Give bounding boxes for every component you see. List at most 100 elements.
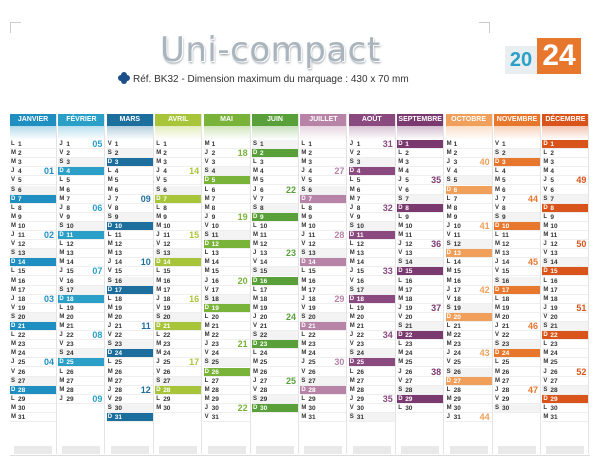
day-number: 16 [18,277,26,285]
weekday-letter: S [543,259,548,266]
day-number: 11 [502,232,509,239]
day-number: 27 [502,377,510,385]
weekday-letter: V [107,332,112,339]
weekday-letter: J [446,222,450,229]
day-row: M 31 [542,413,589,422]
day-row: M 14 [203,258,250,268]
day-number: 28 [211,386,219,394]
weekday-letter: D [495,222,500,229]
day-row: M 17 [155,286,202,295]
week-number: 38 [431,366,442,377]
weekday-letter: V [204,286,209,293]
day-row: S 20 [10,312,56,322]
weekday-letter: M [156,159,162,166]
weekday-letter: M [204,332,210,339]
day-row: D 12 [203,240,250,250]
day-row: L 11 [106,231,153,240]
day-number: 6 [308,186,313,194]
weekday-letter: M [446,277,452,284]
weekday-letter: L [543,150,548,157]
day-number: 23 [66,341,74,349]
weekday-letter: D [204,177,209,184]
day-number: 15 [405,268,413,276]
day-number: 29 [356,395,365,403]
weekday-letter: M [495,186,500,193]
weekday-letter: L [59,304,64,311]
month-column: SEPTEMBRE D 1 L 2 M 3 M 4 J 5 35 V 6 S 7 D 8 L 9 M 10 M 11 J 12 36… [397,114,445,454]
day-number: 2 [453,150,458,158]
weekday-letter: S [156,377,161,384]
day-number: 14 [356,259,365,267]
day-number: 27 [18,377,26,385]
weekday-letter: S [495,150,500,157]
day-number: 19 [163,304,171,312]
day-row: M 18 [252,295,298,304]
day-number: 31 [211,414,219,421]
day-number: 15 [66,268,74,276]
day-row: D 15 [542,267,589,277]
day-number: 22 [66,332,74,340]
weekday-letter: L [349,368,354,375]
month-column: NOVEMBRE V 1 S 2 D 3 L 4 M 5 M 6 J 7 44 V 8 S 9 D 10 L 11 M 12 M 13… [494,114,541,454]
month-header-fade [300,126,347,140]
day-number: 14 [405,259,413,267]
day-number: 16 [260,277,268,285]
day-number: 12 [453,241,461,249]
weekday-letter: V [495,268,500,275]
week-number: 14 [189,166,200,177]
weekday-letter: M [543,295,549,302]
day-number: 28 [260,386,268,394]
day-number: 12 [163,241,171,249]
day-row: M 20 [58,313,105,322]
day-number: 7 [550,195,555,203]
weekday-letter: S [156,250,161,257]
month-column: MAI M 1 J 2 18 V 3 S 4 D 5 L 6 M 7 M 8 J 9 19 V 10 S 11 D 12 L 13 M 14… [203,114,251,454]
week-number: 36 [431,239,442,250]
weekday-letter: D [495,159,500,166]
day-number: 3 [18,159,22,167]
day-row: S 28 [542,385,589,395]
weekday-letter: S [253,332,258,339]
day-number: 22 [18,332,26,340]
weekday-letter: J [543,177,547,184]
day-row: M 28 [58,386,105,395]
day-number: 7 [163,195,167,203]
weekday-letter: V [543,313,548,320]
day-row: L 20 [203,313,250,322]
day-number: 26 [308,368,316,376]
day-row: J 26 38 [397,366,444,377]
day-row: V 10 [203,222,250,231]
day-number: 6 [211,186,216,194]
day-row: M 16 [445,277,492,286]
day-number: 23 [356,341,365,349]
week-number: 05 [92,139,103,149]
day-row: M 21 [203,322,250,331]
day-row: V 12 [10,240,56,250]
day-row: M 15 [203,267,250,277]
weekday-letter: V [301,368,306,375]
day-number: 7 [18,195,22,203]
day-row: M 28 [348,386,395,395]
day-number: 7 [405,195,409,203]
weekday-letter: M [253,295,258,302]
day-number: 10 [502,222,510,230]
weekday-letter: L [398,213,402,220]
day-number: 22 [550,332,558,340]
day-number: 23 [502,341,510,349]
weekday-letter: L [543,213,548,220]
weekday-letter: M [11,150,16,157]
day-row: J 5 35 [397,176,444,186]
day-row: M 14 [58,258,105,268]
weekday-letter: S [301,377,306,384]
day-row: M 23 [10,340,56,350]
